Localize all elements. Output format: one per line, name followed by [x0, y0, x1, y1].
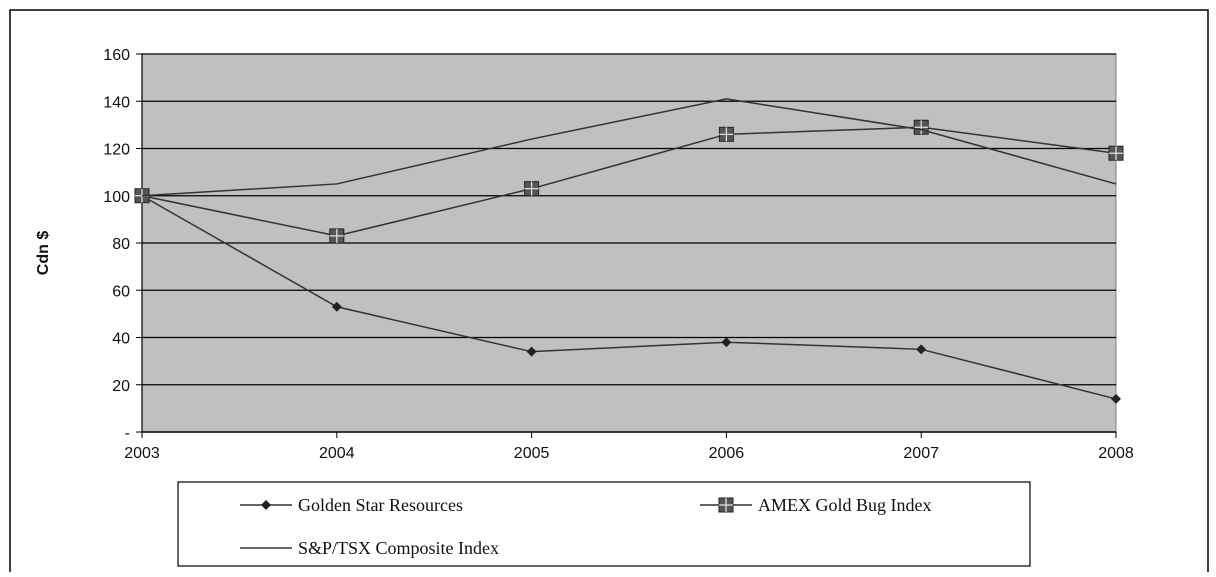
data-point — [721, 337, 732, 348]
y-tick-label: 160 — [103, 47, 130, 64]
data-point — [1111, 393, 1121, 404]
y-tick-label: 60 — [112, 283, 130, 300]
y-tick-label: 80 — [112, 236, 130, 253]
y-tick-label: 100 — [103, 189, 130, 206]
series-layer — [134, 98, 1124, 404]
series-line — [141, 195, 1117, 400]
legend-marker — [261, 500, 271, 510]
y-tick-label: 120 — [103, 142, 130, 159]
series-1 — [134, 119, 1124, 244]
series-0 — [137, 190, 1121, 404]
x-tick-label: 2003 — [124, 445, 160, 462]
x-axis-ticks: 2003 2004 2005 2006 2007 2008 — [124, 432, 1134, 462]
y-tick-label: - — [125, 425, 130, 442]
data-point — [916, 344, 927, 355]
legend-marker — [718, 497, 734, 513]
legend-box — [177, 481, 1031, 567]
legend-label: Golden Star Resources — [298, 495, 463, 515]
data-point — [913, 119, 929, 135]
data-point — [718, 126, 734, 142]
legend-item: Golden Star Resources — [240, 495, 463, 515]
data-point — [526, 346, 537, 357]
x-tick-label: 2005 — [514, 445, 550, 462]
series-2 — [141, 98, 1117, 197]
data-point — [524, 181, 540, 197]
legend-item: AMEX Gold Bug Index — [700, 495, 932, 515]
gridlines — [142, 53, 1116, 386]
x-tick-label: 2007 — [903, 445, 939, 462]
data-point — [331, 301, 342, 312]
legend-label: S&P/TSX Composite Index — [298, 538, 499, 558]
series-line — [141, 98, 1117, 197]
x-tick-label: 2004 — [319, 445, 355, 462]
legend-item: S&P/TSX Composite Index — [240, 538, 499, 558]
y-axis-title: Cdn $ — [35, 231, 52, 276]
x-tick-label: 2008 — [1098, 445, 1134, 462]
data-point — [329, 228, 345, 244]
y-tick-label: 20 — [112, 378, 130, 395]
data-point — [1108, 145, 1124, 161]
y-tick-label: 140 — [103, 94, 130, 111]
series-line — [141, 126, 1117, 237]
legend-label: AMEX Gold Bug Index — [758, 495, 932, 515]
legend: Golden Star Resources AMEX Gold Bug Index… — [177, 481, 1031, 567]
y-axis-ticks: - 20 40 60 80 100 120 140 160 — [103, 47, 142, 442]
y-tick-label: 40 — [112, 331, 130, 348]
x-tick-label: 2006 — [709, 445, 745, 462]
